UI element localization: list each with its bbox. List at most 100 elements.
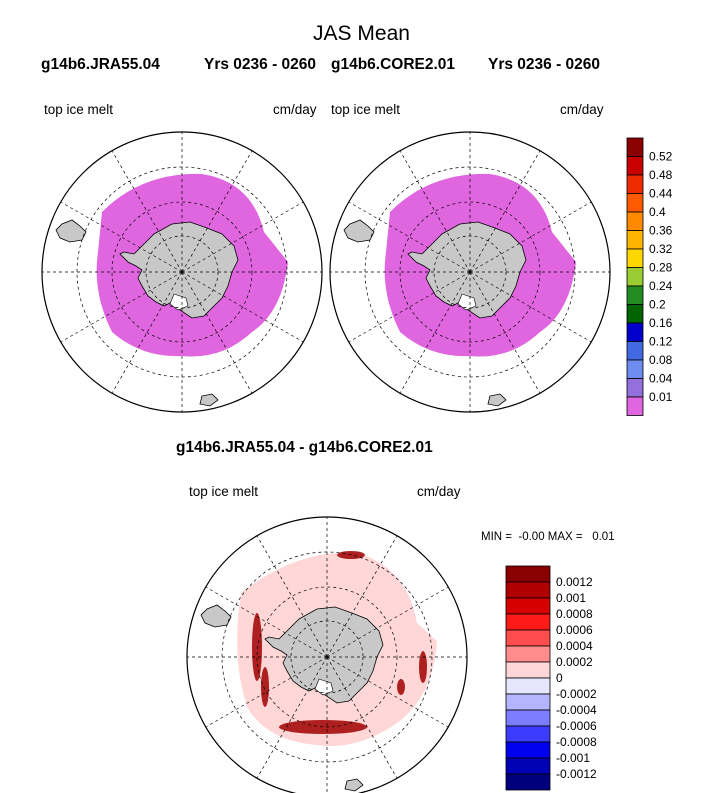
meridian-line <box>326 535 398 658</box>
latitude-circle-1 <box>399 201 541 343</box>
colorbar-tick-label: -0.001 <box>556 751 590 765</box>
meridian-line <box>469 201 592 273</box>
jra-units-label: cm/day <box>273 102 317 117</box>
colorbar-tick-label: 0.36 <box>649 224 673 238</box>
meridian-line <box>326 656 398 779</box>
colorbar-tick-label: 0.0004 <box>556 639 593 653</box>
colorbar-tick-label: 0.01 <box>649 390 673 404</box>
difference-streak-5 <box>397 679 405 695</box>
meridian-line <box>181 271 304 343</box>
colorbar-tick-label: 0.24 <box>649 279 673 293</box>
tasmania-landmass <box>344 778 364 792</box>
colorbar-tick-label: 0.0006 <box>556 623 593 637</box>
map-border <box>329 131 611 413</box>
colorbar-tick-label: -0.0008 <box>556 735 597 749</box>
diff-units-label: cm/day <box>417 484 461 499</box>
colorbar-swatch <box>626 341 644 361</box>
polar-map-2 <box>329 131 611 413</box>
colorbar-tick-label: 0.08 <box>649 353 673 367</box>
colorbar-difference: 0.0012 0.001 0.0008 0.0006 0.0004 0.0002 0 -0.0… <box>505 565 597 791</box>
colorbar-tick-label: 0.28 <box>649 261 673 275</box>
meridian-line <box>348 271 471 343</box>
colorbar-tick-label: 0.52 <box>649 150 673 164</box>
colorbar-swatch <box>626 230 644 250</box>
meridian-line <box>399 271 471 394</box>
meridian-line <box>111 150 183 273</box>
colorbar-tick-label: -0.0006 <box>556 719 597 733</box>
latitude-circle-1 <box>256 586 398 728</box>
meridian-line <box>256 535 328 658</box>
colorbar-tick-label: -0.0002 <box>556 687 597 701</box>
core-variable-label: top ice melt <box>331 102 401 117</box>
meridian-line <box>60 271 183 343</box>
colorbar-swatch <box>626 359 644 379</box>
colorbar-swatch <box>505 677 551 695</box>
colorbar-tick-label: 0.16 <box>649 316 673 330</box>
meridian-line <box>326 586 449 658</box>
difference-streak-0 <box>279 720 367 734</box>
colorbar-swatch <box>505 581 551 599</box>
colorbar-swatch <box>626 193 644 213</box>
meridian-line <box>399 150 471 273</box>
colorbar-tick-label: 0.04 <box>649 372 673 386</box>
meridian-line <box>205 586 328 658</box>
colorbar-swatch <box>626 211 644 231</box>
colorbar-swatch <box>505 773 551 791</box>
colorbar-swatch <box>626 285 644 305</box>
meridian-line <box>469 150 541 273</box>
colorbar-tick-label: 0.2 <box>649 298 666 312</box>
meridian-line <box>60 201 183 273</box>
colorbar-tick-label: -0.0012 <box>556 767 597 781</box>
colorbar-swatch <box>505 661 551 679</box>
colorbar-swatch <box>505 725 551 743</box>
south-america-landmass <box>200 604 232 628</box>
polar-map-3 <box>186 516 468 793</box>
colorbar-swatch <box>505 757 551 775</box>
colorbar-tick-label: 0.48 <box>649 168 673 182</box>
panel-title-jra-years: Yrs 0236 - 0260 <box>204 56 317 73</box>
difference-streak-3 <box>261 667 269 707</box>
colorbar-tick-label: -0.0004 <box>556 703 597 717</box>
map-border <box>186 516 468 793</box>
colorbar-swatch <box>505 645 551 663</box>
colorbar-swatch <box>626 322 644 342</box>
colorbar-tick-label: 0.32 <box>649 242 673 256</box>
meridian-line <box>111 271 183 394</box>
meridian-line <box>181 150 253 273</box>
meridian-line <box>205 656 328 728</box>
meridian-line <box>181 271 253 394</box>
colorbar-swatch <box>626 137 644 157</box>
map-border <box>41 131 323 413</box>
colorbar-swatch <box>626 174 644 194</box>
colorbar-swatch <box>505 741 551 759</box>
south-america-landmass <box>55 219 87 243</box>
colorbar-swatch <box>626 378 644 398</box>
difference-streak-2 <box>252 613 262 681</box>
diff-variable-label: top ice melt <box>189 484 259 499</box>
south-america-landmass <box>343 219 375 243</box>
panel-title-jra-run: g14b6.JRA55.04 <box>41 56 160 73</box>
colorbar-swatch <box>505 709 551 727</box>
colorbar-tick-label: 0.4 <box>649 205 666 219</box>
colorbar-swatch <box>626 248 644 268</box>
tasmania-landmass <box>199 393 219 407</box>
colorbar-tick-label: 0.44 <box>649 187 673 201</box>
colorbar-tick-label: 0.0012 <box>556 575 593 589</box>
core-units-label: cm/day <box>560 102 604 117</box>
jra-variable-label: top ice melt <box>44 102 114 117</box>
colorbar-swatch <box>505 693 551 711</box>
colorbar-swatch <box>626 156 644 176</box>
tasmania-landmass <box>487 393 507 407</box>
meridian-line <box>348 201 471 273</box>
meridian-line <box>469 271 592 343</box>
meridian-line <box>326 656 449 728</box>
meridian-line <box>469 271 541 394</box>
panel-title-core-run: g14b6.CORE2.01 <box>331 56 456 73</box>
colorbar-tick-label: 0 <box>556 671 563 685</box>
colorbar-tick-label: 0.12 <box>649 335 673 349</box>
latitude-circle-1 <box>111 201 253 343</box>
colorbar-swatch <box>626 396 644 416</box>
difference-streak-4 <box>419 651 427 683</box>
colorbar-swatch <box>626 267 644 287</box>
colorbar-swatch <box>505 597 551 615</box>
